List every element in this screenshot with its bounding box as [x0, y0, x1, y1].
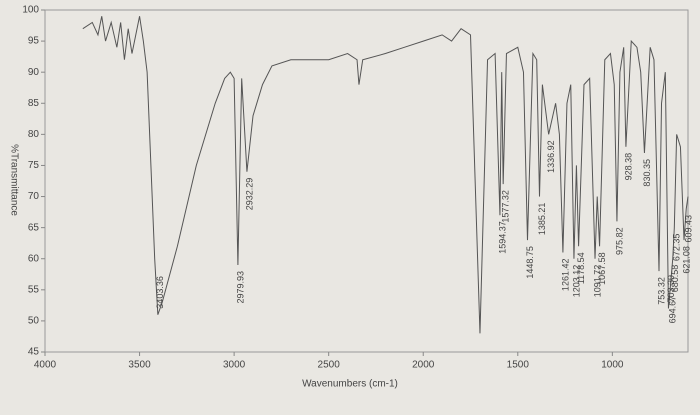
y-tick-label: 50 — [28, 316, 40, 327]
y-tick-label: 90 — [28, 67, 40, 78]
x-tick-label: 3000 — [223, 360, 246, 371]
plot-frame — [44, 9, 689, 353]
y-tick-label: 70 — [28, 191, 40, 202]
peak-label: 2932.29 — [244, 178, 254, 211]
spectrum-line — [82, 16, 689, 334]
peak-label: 3403.36 — [155, 276, 165, 309]
peak-label: 975.82 — [614, 227, 624, 255]
peak-label: 1577.32 — [501, 190, 511, 223]
x-tick-label: 2500 — [318, 360, 341, 371]
y-tick-label: 85 — [28, 98, 40, 109]
peak-label: 1091.72 — [592, 265, 602, 298]
peak-label: 703.39 — [666, 275, 676, 303]
peak-label: 621.08 — [681, 246, 691, 274]
y-tick-label: 55 — [28, 284, 40, 295]
x-tick-label: 3500 — [128, 360, 151, 371]
peak-label: 1385.21 — [537, 203, 547, 236]
peak-label: 1261.42 — [560, 259, 570, 292]
y-axis-title: %Transmittance — [8, 144, 19, 216]
y-tick-label: 45 — [28, 347, 40, 358]
x-tick-label: 2000 — [412, 360, 435, 371]
peak-label: 753.32 — [656, 277, 666, 305]
peak-label: 1178.54 — [576, 252, 586, 284]
peak-label: 694.67 — [667, 296, 677, 324]
x-axis-title: Wavenumbers (cm-1) — [302, 379, 398, 390]
x-tick-label: 4000 — [34, 360, 57, 371]
peak-label: 680.58 — [670, 265, 680, 293]
y-tick-label: 75 — [28, 160, 40, 171]
peak-label: 1594.37 — [497, 221, 507, 254]
y-tick-label: 80 — [28, 129, 40, 140]
peak-label: 1067.58 — [597, 252, 607, 285]
peak-label: 928.38 — [623, 153, 633, 181]
peak-label: 1448.75 — [525, 246, 535, 279]
peak-label: 830.35 — [642, 159, 652, 187]
peak-label: 1336.92 — [546, 140, 556, 173]
y-tick-label: 95 — [28, 36, 40, 47]
y-tick-label: 60 — [28, 253, 40, 264]
x-tick-label: 1000 — [601, 360, 624, 371]
peak-label: 2979.93 — [235, 271, 245, 304]
y-tick-label: 100 — [22, 5, 39, 16]
peak-label: 672.35 — [672, 234, 682, 262]
y-tick-label: 65 — [28, 222, 40, 233]
peak-label: 1203.12 — [571, 265, 581, 298]
x-tick-label: 1500 — [507, 360, 530, 371]
peak-label: 609.43 — [684, 215, 694, 243]
